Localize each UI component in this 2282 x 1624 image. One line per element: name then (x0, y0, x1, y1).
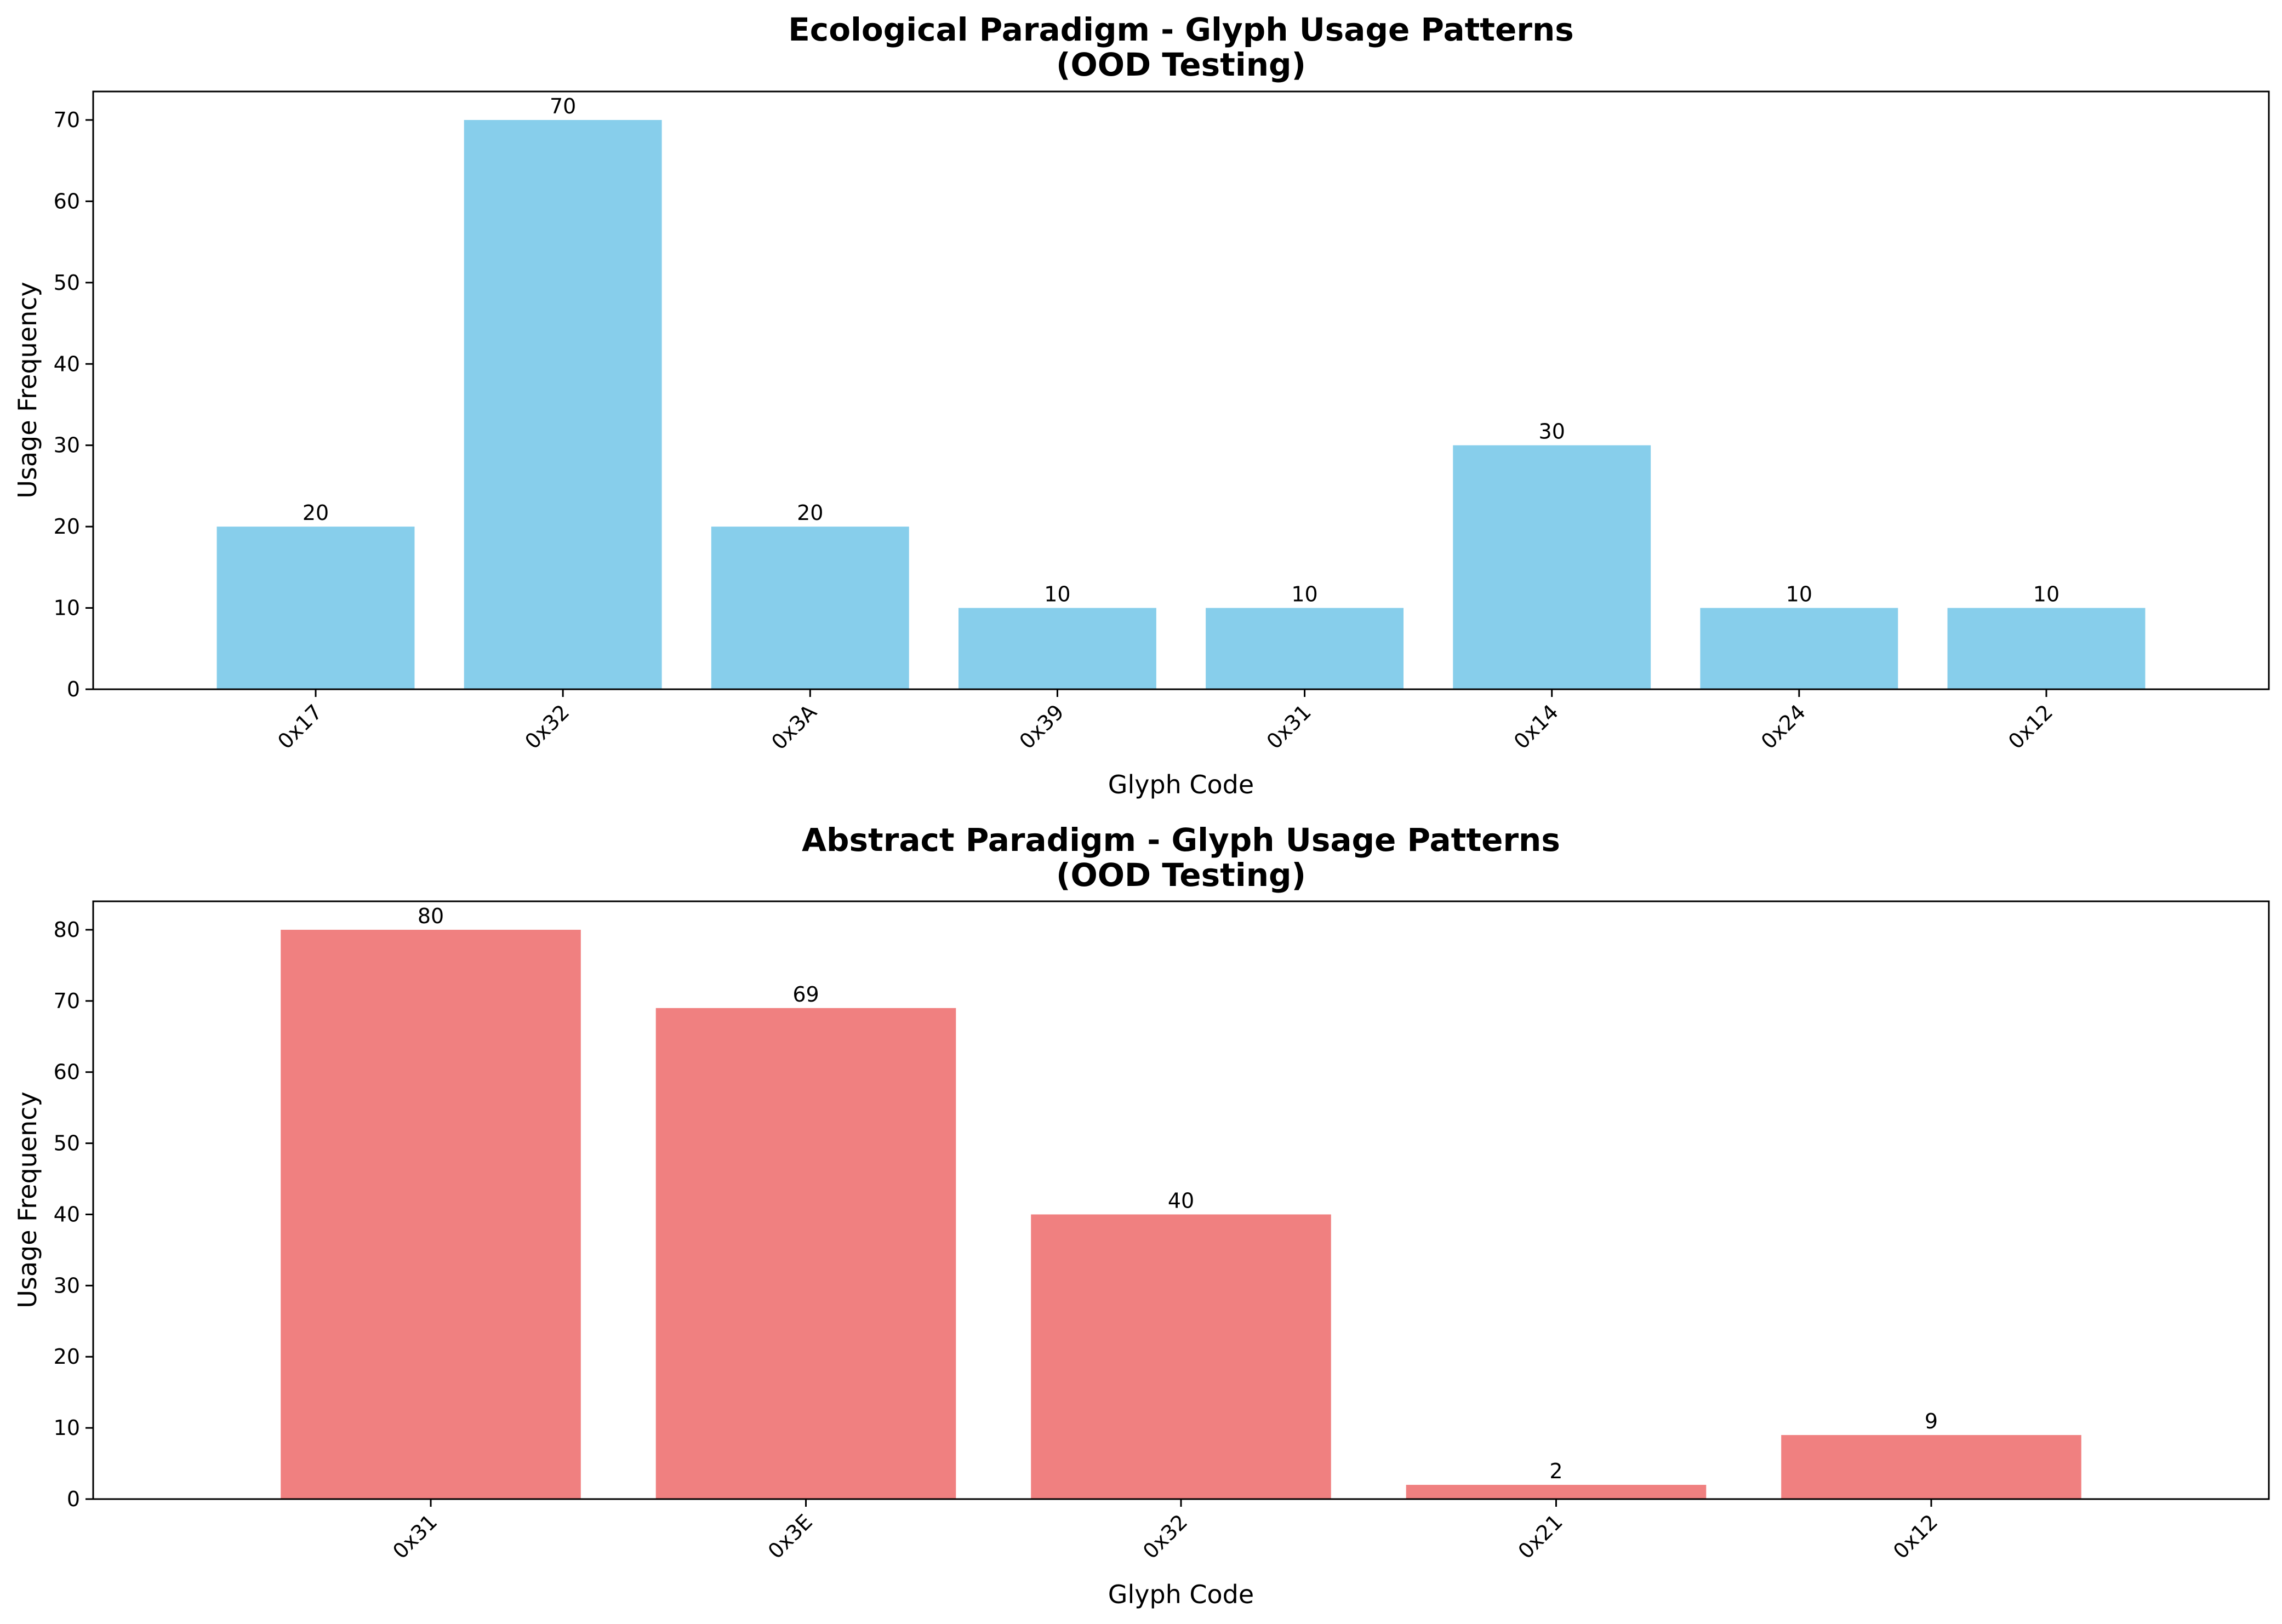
y-axis-ticks: 0 10 20 30 40 50 60 70 80 (54, 918, 93, 1511)
bar-0x24 (1700, 608, 1898, 689)
bar-0x31 (1206, 608, 1404, 689)
chart-title-line1: Ecological Paradigm - Glyph Usage Patter… (788, 11, 1574, 48)
y-tick-label: 40 (54, 352, 80, 376)
data-label-0x21: 2 (1549, 1459, 1562, 1483)
x-tick-label: 0x24 (1756, 700, 1810, 753)
y-axis-label: Usage Frequency (13, 282, 42, 499)
data-label-0x32: 70 (550, 94, 576, 118)
bar-0x12 (1947, 608, 2146, 689)
x-axis-label: Glyph Code (1108, 1580, 1254, 1609)
x-tick-label: 0x14 (1509, 700, 1563, 753)
y-axis-label: Usage Frequency (13, 1091, 42, 1308)
y-tick-label: 50 (54, 1131, 80, 1156)
bar-series (281, 929, 2081, 1499)
data-label-0x17: 20 (303, 501, 329, 525)
y-axis-ticks: 0 10 20 30 40 50 60 70 (54, 108, 93, 701)
x-tick-label: 0x31 (1262, 700, 1316, 753)
y-tick-label: 50 (54, 271, 80, 295)
data-label-0x14: 30 (1539, 420, 1565, 444)
data-label-0x12: 10 (2033, 582, 2059, 607)
data-label-0x31: 10 (1291, 582, 1317, 607)
y-tick-label: 70 (54, 989, 80, 1013)
chart-title-line1: Abstract Paradigm - Glyph Usage Patterns (802, 821, 1560, 859)
bar-0x39 (958, 608, 1156, 689)
abstract-chart: Abstract Paradigm - Glyph Usage Patterns… (13, 821, 2270, 1609)
x-tick-label: 0x32 (1138, 1509, 1192, 1563)
bar-0x3A (711, 527, 909, 689)
x-tick-label: 0x12 (1889, 1509, 1942, 1563)
bar-0x32 (1031, 1214, 1331, 1499)
chart-title-line2: (OOD Testing) (1056, 856, 1306, 894)
ecological-chart: Ecological Paradigm - Glyph Usage Patter… (13, 11, 2270, 799)
x-axis-ticks: 0x31 0x3E 0x32 0x21 0x12 (388, 1499, 1942, 1564)
y-tick-label: 20 (54, 1345, 80, 1369)
x-tick-label: 0x39 (1014, 700, 1068, 753)
x-tick-label: 0x17 (273, 700, 327, 753)
bar-0x17 (216, 527, 415, 689)
x-axis-label: Glyph Code (1108, 770, 1254, 799)
data-label-0x39: 10 (1044, 582, 1070, 607)
x-axis-ticks: 0x17 0x32 0x3A 0x39 0x31 0x14 0x24 0x12 (273, 689, 2057, 754)
y-tick-label: 0 (67, 677, 80, 701)
x-tick-label: 0x31 (388, 1509, 442, 1563)
x-tick-label: 0x3A (767, 700, 821, 754)
data-label-0x3A: 20 (797, 501, 823, 525)
y-tick-label: 60 (54, 1060, 80, 1084)
x-tick-label: 0x12 (2004, 700, 2057, 753)
y-tick-label: 30 (54, 1273, 80, 1297)
data-label-0x24: 10 (1786, 582, 1812, 607)
bar-0x12 (1781, 1435, 2081, 1499)
y-tick-label: 10 (54, 1416, 80, 1440)
y-tick-label: 60 (54, 189, 80, 213)
bar-0x21 (1406, 1485, 1707, 1499)
data-label-0x32: 40 (1168, 1188, 1194, 1213)
y-tick-label: 80 (54, 918, 80, 942)
x-tick-label: 0x21 (1514, 1509, 1567, 1563)
y-tick-label: 20 (54, 514, 80, 539)
y-tick-label: 40 (54, 1202, 80, 1226)
bar-0x31 (281, 929, 581, 1499)
y-tick-label: 70 (54, 108, 80, 132)
data-label-0x12: 9 (1925, 1409, 1938, 1433)
plot-area (92, 90, 2270, 690)
y-tick-label: 0 (67, 1487, 80, 1511)
x-tick-label: 0x32 (520, 700, 574, 753)
data-labels: 80 69 40 2 9 (418, 904, 1938, 1483)
data-labels: 20 70 20 10 10 30 10 10 (303, 94, 2059, 607)
bar-0x3E (655, 1008, 956, 1499)
bar-0x32 (464, 119, 662, 689)
y-tick-label: 10 (54, 596, 80, 620)
bar-0x14 (1453, 445, 1651, 689)
chart-title-line2: (OOD Testing) (1056, 46, 1306, 83)
data-label-0x31: 80 (418, 904, 444, 928)
y-tick-label: 30 (54, 433, 80, 458)
data-label-0x3E: 69 (792, 982, 819, 1007)
x-tick-label: 0x3E (763, 1509, 817, 1563)
bar-series (216, 119, 2146, 689)
